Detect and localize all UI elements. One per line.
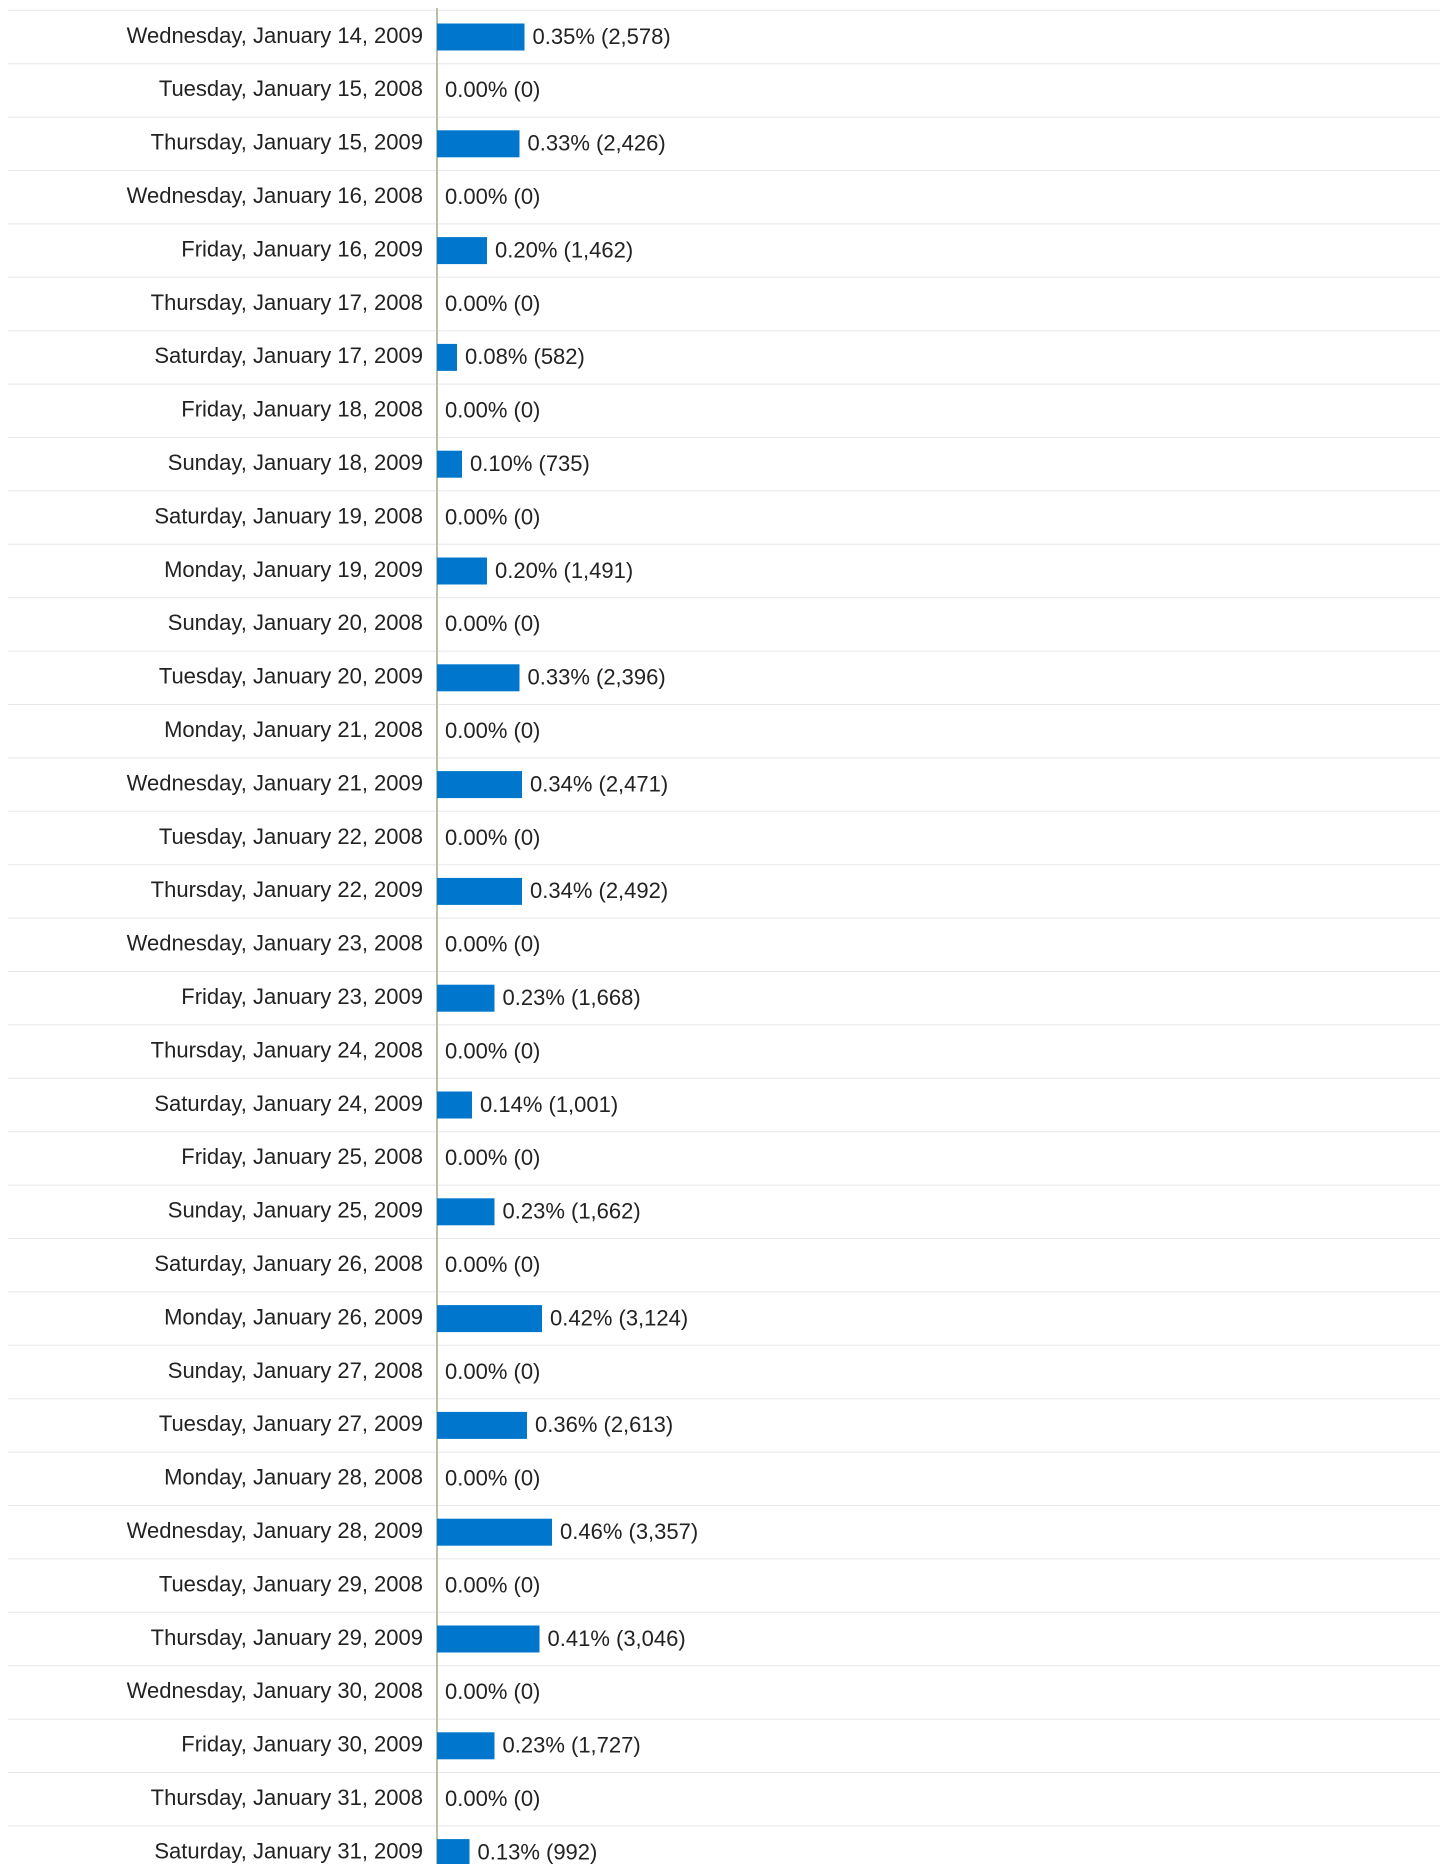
value-label: 0.13% (992) — [478, 1839, 598, 1864]
value-label: 0.35% (2,578) — [533, 24, 671, 49]
bar — [437, 343, 457, 371]
value-label: 0.00% (0) — [445, 1679, 540, 1704]
value-label: 0.23% (1,727) — [503, 1733, 641, 1758]
value-label: 0.34% (2,471) — [530, 771, 668, 796]
value-label: 0.00% (0) — [445, 825, 540, 850]
bar — [437, 1625, 540, 1653]
value-label: 0.46% (3,357) — [560, 1519, 698, 1544]
category-label: Monday, January 19, 2009 — [164, 557, 423, 582]
bar — [437, 1411, 527, 1439]
category-label: Tuesday, January 20, 2009 — [159, 664, 423, 689]
category-label: Tuesday, January 29, 2008 — [159, 1571, 423, 1596]
category-label: Thursday, January 17, 2008 — [151, 290, 423, 315]
category-label: Tuesday, January 15, 2008 — [159, 76, 423, 101]
value-label: 0.23% (1,668) — [503, 985, 641, 1010]
bar — [437, 1091, 472, 1119]
value-label: 0.00% (0) — [445, 1252, 540, 1277]
category-label: Tuesday, January 27, 2009 — [159, 1411, 423, 1436]
bar — [437, 1732, 495, 1760]
bar — [437, 450, 462, 478]
bar — [437, 771, 522, 799]
category-label: Monday, January 28, 2008 — [164, 1465, 423, 1490]
bar — [437, 237, 487, 265]
value-label: 0.10% (735) — [470, 451, 590, 476]
category-label: Thursday, January 15, 2009 — [151, 130, 423, 155]
value-label: 0.00% (0) — [445, 398, 540, 423]
bar — [437, 1518, 552, 1546]
category-label: Wednesday, January 21, 2009 — [127, 770, 423, 795]
value-label: 0.00% (0) — [445, 1786, 540, 1811]
value-label: 0.00% (0) — [445, 1145, 540, 1170]
value-label: 0.00% (0) — [445, 1572, 540, 1597]
category-label: Monday, January 21, 2008 — [164, 717, 423, 742]
bar — [437, 1198, 495, 1226]
category-label: Friday, January 16, 2009 — [181, 236, 423, 261]
bar — [437, 23, 525, 51]
bar — [437, 557, 487, 585]
bar — [437, 130, 520, 158]
category-label: Saturday, January 26, 2008 — [154, 1251, 423, 1276]
category-label: Wednesday, January 14, 2009 — [127, 23, 423, 48]
category-label: Saturday, January 24, 2009 — [154, 1091, 423, 1116]
bar — [437, 877, 522, 905]
category-label: Saturday, January 17, 2009 — [154, 343, 423, 368]
category-label: Thursday, January 24, 2008 — [151, 1037, 423, 1062]
category-label: Wednesday, January 30, 2008 — [127, 1678, 423, 1703]
category-label: Friday, January 25, 2008 — [181, 1144, 423, 1169]
value-label: 0.33% (2,396) — [528, 665, 666, 690]
value-label: 0.00% (0) — [445, 1466, 540, 1491]
category-label: Wednesday, January 28, 2009 — [127, 1518, 423, 1543]
value-label: 0.00% (0) — [445, 718, 540, 743]
category-label: Sunday, January 18, 2009 — [168, 450, 423, 475]
value-label: 0.00% (0) — [445, 77, 540, 102]
category-label: Sunday, January 20, 2008 — [168, 610, 423, 635]
value-label: 0.00% (0) — [445, 504, 540, 529]
category-label: Thursday, January 29, 2009 — [151, 1625, 423, 1650]
category-label: Wednesday, January 23, 2008 — [127, 931, 423, 956]
value-label: 0.20% (1,462) — [495, 237, 633, 262]
value-label: 0.23% (1,662) — [503, 1199, 641, 1224]
value-label: 0.20% (1,491) — [495, 558, 633, 583]
value-label: 0.42% (3,124) — [550, 1305, 688, 1330]
category-label: Sunday, January 27, 2008 — [168, 1358, 423, 1383]
category-label: Friday, January 30, 2009 — [181, 1732, 423, 1757]
bar — [437, 1305, 542, 1333]
value-label: 0.34% (2,492) — [530, 878, 668, 903]
category-label: Thursday, January 22, 2009 — [151, 877, 423, 902]
value-label: 0.33% (2,426) — [528, 131, 666, 156]
value-label: 0.08% (582) — [465, 344, 585, 369]
category-label: Thursday, January 31, 2008 — [151, 1785, 423, 1810]
value-label: 0.00% (0) — [445, 1038, 540, 1063]
bar — [437, 1839, 470, 1864]
value-label: 0.00% (0) — [445, 932, 540, 957]
category-label: Sunday, January 25, 2009 — [168, 1198, 423, 1223]
value-label: 0.00% (0) — [445, 184, 540, 209]
category-label: Friday, January 23, 2009 — [181, 984, 423, 1009]
category-label: Saturday, January 31, 2009 — [154, 1838, 423, 1863]
category-label: Friday, January 18, 2008 — [181, 397, 423, 422]
bar — [437, 984, 495, 1012]
category-label: Saturday, January 19, 2008 — [154, 503, 423, 528]
category-label: Monday, January 26, 2009 — [164, 1304, 423, 1329]
value-label: 0.41% (3,046) — [548, 1626, 686, 1651]
value-label: 0.36% (2,613) — [535, 1412, 673, 1437]
category-label: Wednesday, January 16, 2008 — [127, 183, 423, 208]
value-label: 0.00% (0) — [445, 291, 540, 316]
bar — [437, 664, 520, 692]
value-label: 0.00% (0) — [445, 611, 540, 636]
value-label: 0.14% (1,001) — [480, 1092, 618, 1117]
value-label: 0.00% (0) — [445, 1359, 540, 1384]
category-label: Tuesday, January 22, 2008 — [159, 824, 423, 849]
